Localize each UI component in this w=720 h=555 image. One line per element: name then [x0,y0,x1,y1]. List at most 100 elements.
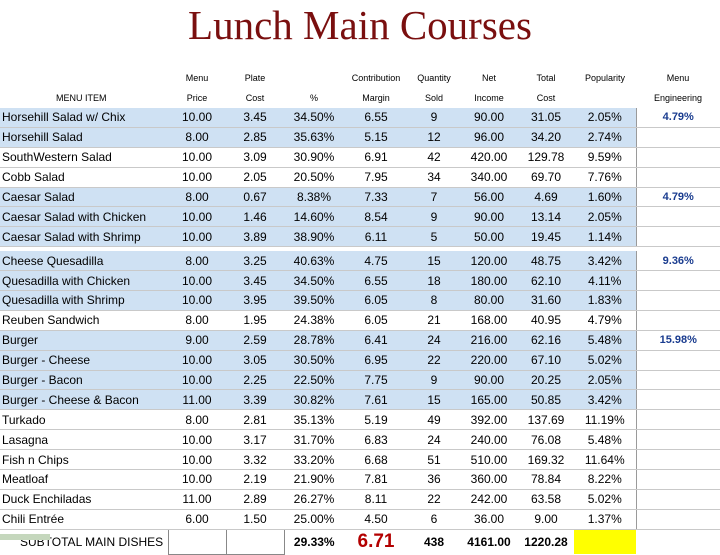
menu-price: 8.00 [168,409,226,431]
menu-item-name: Burger - Bacon [0,370,168,391]
quantity-sold: 21 [408,310,460,331]
menu-item-name: Fish n Chips [0,449,168,471]
total-cost: 48.75 [518,251,574,272]
net-income: 90.00 [460,206,518,228]
header-row-1: Menu Plate Contribution Quantity Net Total Pop… [0,68,720,88]
table-row: SouthWestern Salad 10.00 3.09 30.90% 6.91 42 4… [0,147,720,168]
table-row: Burger - Cheese 10.00 3.05 30.50% 6.95 22 220.… [0,350,720,371]
net-income: 242.00 [460,489,518,510]
menu-engineering [635,147,720,168]
table-row: Horsehill Salad w/ Chix 10.00 3.45 34.50% 6.… [0,108,720,128]
menu-engineering [635,389,720,411]
net-income: 240.00 [460,429,518,451]
menu-engineering [635,469,720,490]
menu-item-name: Quesadilla with Shrimp [0,290,168,311]
table-row: Caesar Salad with Chicken 10.00 1.46 14.60%… [0,206,720,228]
column-header: Plate [244,73,266,83]
contribution-margin: 7.95 [344,167,408,188]
menu-item-name: Turkado [0,409,168,431]
table-row: Cheese Quesadilla 8.00 3.25 40.63% 4.75 15 120… [0,251,720,272]
menu-price: 10.00 [168,370,226,391]
table-row: Horsehill Salad 8.00 2.85 35.63% 5.15 12 96.00… [0,127,720,148]
cost-percent: 35.63% [284,127,344,148]
subtotal-cost-percent: 29.33% [284,528,344,555]
plate-cost: 0.67 [226,187,284,208]
table-row: Burger - Cheese & Bacon 11.00 3.39 30.82% 7.… [0,389,720,411]
column-header: Sold [424,93,443,103]
column-header: Contribution [351,73,401,83]
total-cost: 62.10 [518,270,574,292]
menu-engineering: 15.98% [635,330,720,351]
total-cost: 76.08 [518,429,574,451]
quantity-sold: 36 [408,469,460,490]
cost-percent: 8.38% [284,187,344,208]
total-cost: 20.25 [518,370,574,391]
total-cost: 13.14 [518,206,574,228]
menu-item-name: Cobb Salad [0,167,168,188]
menu-item-name: Chili Entrée [0,509,168,530]
table-row: Meatloaf 10.00 2.19 21.90% 7.81 36 360.00 78.84… [0,469,720,490]
quantity-sold: 15 [408,389,460,411]
contribution-margin: 6.05 [344,310,408,331]
menu-price: 8.00 [168,127,226,148]
cost-percent: 34.50% [284,108,344,128]
quantity-sold: 49 [408,409,460,431]
column-header: MENU ITEM [56,93,107,103]
net-income: 220.00 [460,350,518,371]
menu-price: 11.00 [168,389,226,411]
net-income: 168.00 [460,310,518,331]
column-header: Cost [536,93,556,103]
net-income: 360.00 [460,469,518,490]
plate-cost: 2.19 [226,469,284,490]
menu-engineering [635,310,720,331]
column-header: Menu [185,73,209,83]
plate-cost: 2.85 [226,127,284,148]
total-cost: 129.78 [518,147,574,168]
menu-engineering: 4.79% [635,108,720,128]
contribution-margin: 7.75 [344,370,408,391]
contribution-margin: 6.55 [344,108,408,128]
cost-percent: 30.50% [284,350,344,371]
subtotal-price [167,528,227,555]
cost-percent: 40.63% [284,251,344,272]
quantity-sold: 7 [408,187,460,208]
column-header: % [309,93,318,103]
quantity-sold: 6 [408,509,460,530]
plate-cost: 3.32 [226,449,284,471]
popularity: 2.74% [574,127,636,148]
menu-item-name: Quesadilla with Chicken [0,270,168,292]
menu-item-name: Meatloaf [0,469,168,490]
plate-cost: 2.81 [226,409,284,431]
menu-price: 6.00 [168,509,226,530]
net-income: 120.00 [460,251,518,272]
net-income: 80.00 [460,290,518,311]
menu-engineering [635,409,720,431]
column-header [284,68,344,88]
plate-cost: 3.05 [226,350,284,371]
popularity: 3.42% [574,251,636,272]
popularity: 5.48% [574,330,636,351]
quantity-sold: 42 [408,147,460,168]
plate-cost: 2.05 [226,167,284,188]
popularity: 7.76% [574,167,636,188]
popularity: 4.11% [574,270,636,292]
contribution-margin: 6.05 [344,290,408,311]
table-row: Duck Enchiladas 11.00 2.89 26.27% 8.11 22 242.… [0,489,720,510]
table-row: Fish n Chips 10.00 3.32 33.20% 6.68 51 510.00 1… [0,449,720,471]
menu-price: 10.00 [168,108,226,128]
popularity: 2.05% [574,108,636,128]
menu-item-name: Burger - Cheese & Bacon [0,389,168,411]
contribution-margin: 6.11 [344,226,408,248]
net-income: 510.00 [460,449,518,471]
quantity-sold: 51 [408,449,460,471]
cost-percent: 26.27% [284,489,344,510]
subtotal-popularity [574,528,636,555]
total-cost: 50.85 [518,389,574,411]
quantity-sold: 9 [408,370,460,391]
quantity-sold: 15 [408,251,460,272]
menu-price: 10.00 [168,449,226,471]
column-header: Engineering [653,93,703,103]
plate-cost: 3.17 [226,429,284,451]
popularity: 1.60% [574,187,636,208]
net-income: 56.00 [460,187,518,208]
